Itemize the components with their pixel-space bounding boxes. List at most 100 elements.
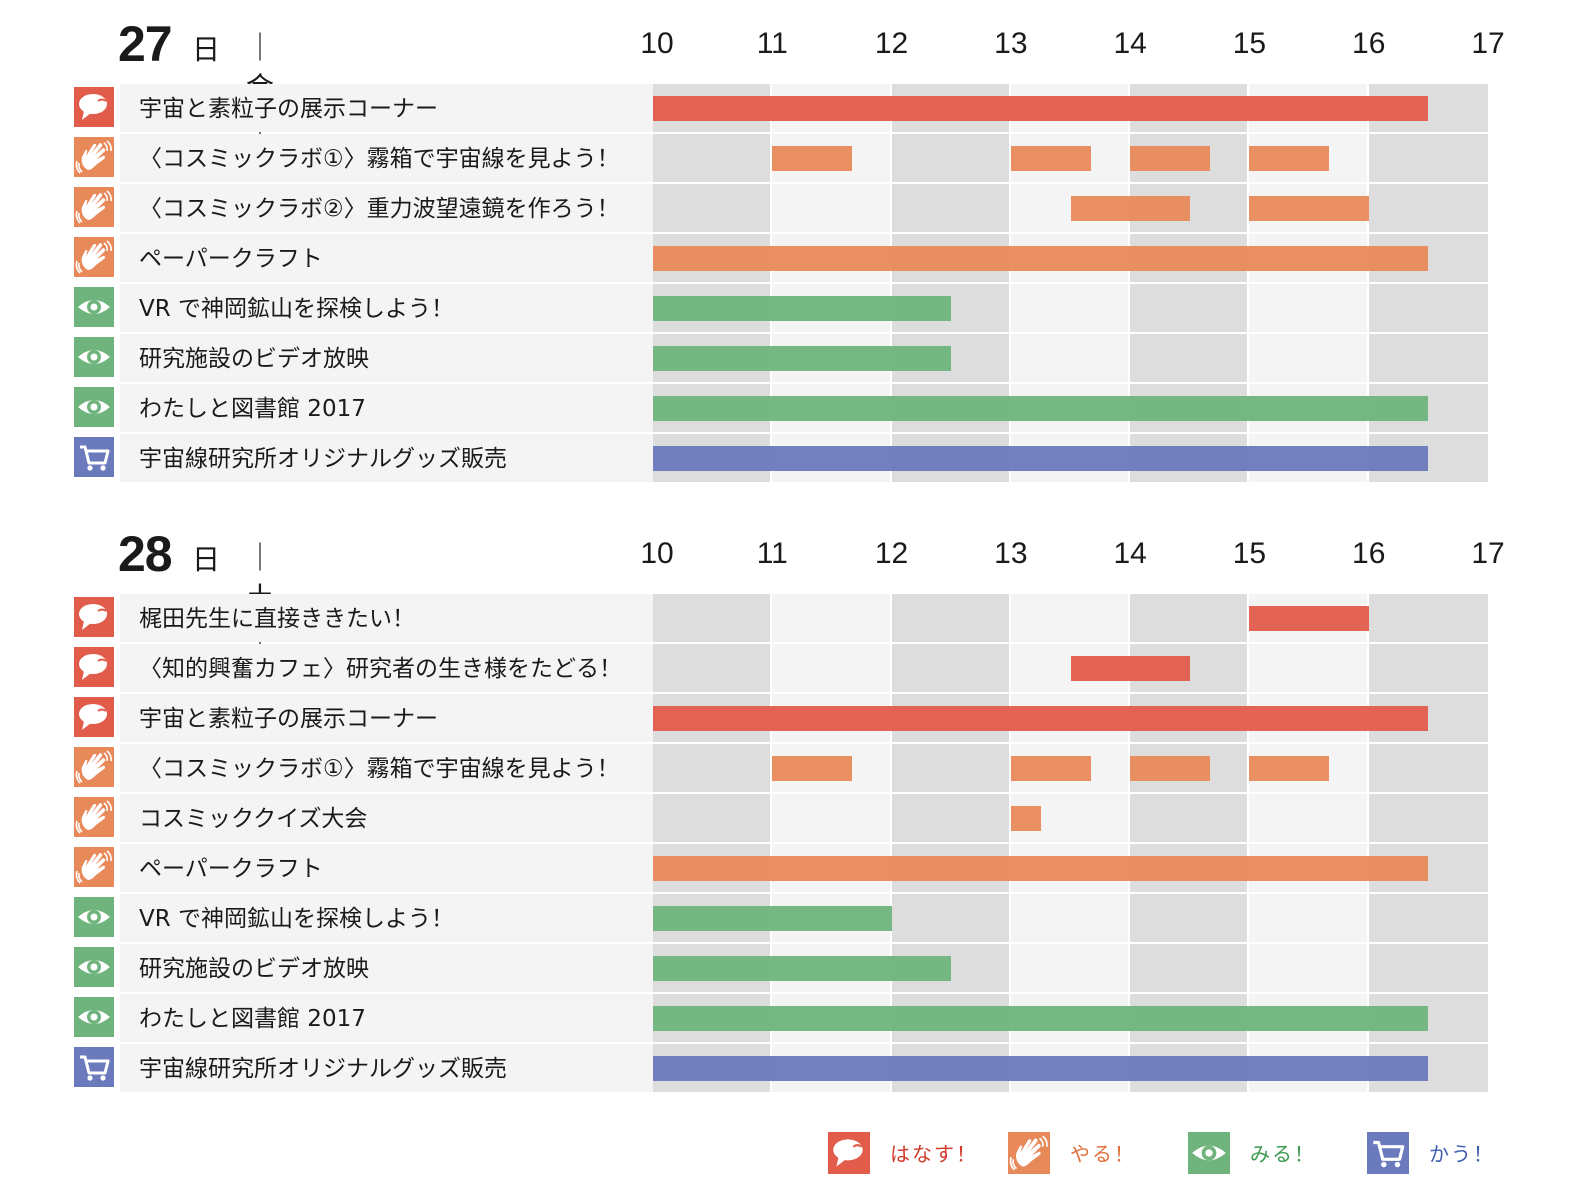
row-label-background xyxy=(120,594,653,642)
timeline-track xyxy=(653,844,1488,892)
hour-band xyxy=(1368,334,1488,382)
hour-band xyxy=(1010,284,1129,332)
hour-band xyxy=(1130,894,1248,942)
hand-icon xyxy=(74,187,114,227)
hour-band xyxy=(772,184,890,232)
schedule-bar xyxy=(1249,606,1369,631)
hour-band xyxy=(1368,644,1488,692)
timeline-track xyxy=(653,384,1488,432)
eye-icon xyxy=(74,287,114,327)
row-label-background xyxy=(120,744,653,792)
event-label: 宇宙線研究所オリジナルグッズ販売 xyxy=(139,446,507,472)
hour-band xyxy=(653,644,771,692)
row-label-background xyxy=(120,184,653,232)
timeline-track xyxy=(653,594,1488,642)
timeline-track xyxy=(653,334,1488,382)
row-label-background xyxy=(120,844,653,892)
hand-icon xyxy=(74,797,114,837)
event-label: 宇宙と素粒子の展示コーナー xyxy=(139,706,438,732)
row-label-background xyxy=(120,694,653,742)
schedule-bar xyxy=(653,706,1429,731)
eye-icon xyxy=(74,997,114,1037)
hour-tick-label: 17 xyxy=(1471,537,1505,570)
hour-band xyxy=(1368,184,1488,232)
row-label-background xyxy=(120,334,653,382)
schedule-bar xyxy=(653,1006,1429,1031)
schedule-row: 〈コスミックラボ②〉重力波望遠鏡を作ろう！ xyxy=(74,184,1488,232)
row-label-background xyxy=(120,284,653,332)
schedule-bar xyxy=(772,146,853,171)
row-label-background xyxy=(120,894,653,942)
schedule-bar xyxy=(653,856,1429,881)
schedule-row: 宇宙と素粒子の展示コーナー xyxy=(74,84,1488,132)
schedule-row: 宇宙と素粒子の展示コーナー xyxy=(74,694,1488,742)
eye-icon xyxy=(74,947,114,987)
event-label: 宇宙と素粒子の展示コーナー xyxy=(139,96,438,122)
event-label: VR で神岡鉱山を探検しよう！ xyxy=(139,906,455,932)
hour-band xyxy=(1368,134,1488,182)
eye-icon xyxy=(74,387,114,427)
hour-tick-label: 10 xyxy=(640,537,674,570)
day-unit: 日 xyxy=(192,543,221,576)
row-label-background xyxy=(120,1044,653,1092)
hour-band xyxy=(891,894,1009,942)
event-label: 梶田先生に直接ききたい！ xyxy=(139,606,415,632)
hour-band xyxy=(1368,594,1488,642)
schedule-row: VR で神岡鉱山を探検しよう！ xyxy=(74,284,1488,332)
schedule-bar xyxy=(772,756,853,781)
hour-band xyxy=(1368,284,1488,332)
schedule-bar xyxy=(1130,146,1211,171)
hour-band xyxy=(1368,794,1488,842)
hour-band xyxy=(1130,944,1248,992)
timeline-track xyxy=(653,994,1488,1042)
hand-icon xyxy=(74,137,114,177)
hand-icon xyxy=(74,847,114,887)
timeline-track xyxy=(653,744,1488,792)
schedule-bar xyxy=(1249,756,1330,781)
event-label: 〈知的興奮カフェ〉研究者の生き様をたどる！ xyxy=(139,656,622,682)
row-label-background xyxy=(120,134,653,182)
schedule-bar xyxy=(1070,196,1190,221)
schedule-bar xyxy=(653,96,1429,121)
schedule-row: 宇宙線研究所オリジナルグッズ販売 xyxy=(74,434,1488,482)
hour-band xyxy=(1010,334,1129,382)
speech-bubble-icon xyxy=(828,1132,870,1174)
hour-tick-label: 15 xyxy=(1232,537,1267,570)
hour-band xyxy=(1249,334,1367,382)
hour-band xyxy=(653,184,771,232)
hour-band xyxy=(891,794,1009,842)
schedule-bar xyxy=(653,296,952,321)
row-label-background xyxy=(120,434,653,482)
event-label: 〈コスミックラボ②〉重力波望遠鏡を作ろう！ xyxy=(139,196,620,222)
hour-band xyxy=(1368,744,1488,792)
hour-band xyxy=(891,184,1009,232)
hour-band xyxy=(772,794,890,842)
eye-icon xyxy=(74,897,114,937)
hand-icon xyxy=(1008,1132,1050,1174)
legend-label: かう！ xyxy=(1429,1142,1495,1166)
event-label: わたしと図書館 2017 xyxy=(139,396,366,422)
timeline-track xyxy=(653,944,1488,992)
legend-label: はなす！ xyxy=(890,1142,978,1166)
schedule-row: ペーパークラフト xyxy=(74,844,1488,892)
hand-icon xyxy=(74,237,114,277)
schedule-row: 宇宙線研究所オリジナルグッズ販売 xyxy=(74,1044,1488,1092)
schedule-bar xyxy=(1130,756,1211,781)
cart-icon xyxy=(74,437,114,477)
row-label-background xyxy=(120,994,653,1042)
timeline-track xyxy=(653,694,1488,742)
hour-band xyxy=(653,134,771,182)
event-label: 研究施設のビデオ放映 xyxy=(139,346,369,372)
row-label-background xyxy=(120,234,653,282)
event-label: コスミッククイズ大会 xyxy=(139,806,368,832)
schedule-row: 研究施設のビデオ放映 xyxy=(74,944,1488,992)
timeline-track xyxy=(653,434,1488,482)
hour-tick-label: 10 xyxy=(640,27,674,60)
hour-tick-label: 11 xyxy=(756,537,788,570)
schedule-row: VR で神岡鉱山を探検しよう！ xyxy=(74,894,1488,942)
schedule-row: わたしと図書館 2017 xyxy=(74,994,1488,1042)
hour-band xyxy=(1130,284,1248,332)
hour-band xyxy=(1368,944,1488,992)
speech-bubble-icon xyxy=(74,647,114,687)
schedule-bar xyxy=(653,396,1429,421)
